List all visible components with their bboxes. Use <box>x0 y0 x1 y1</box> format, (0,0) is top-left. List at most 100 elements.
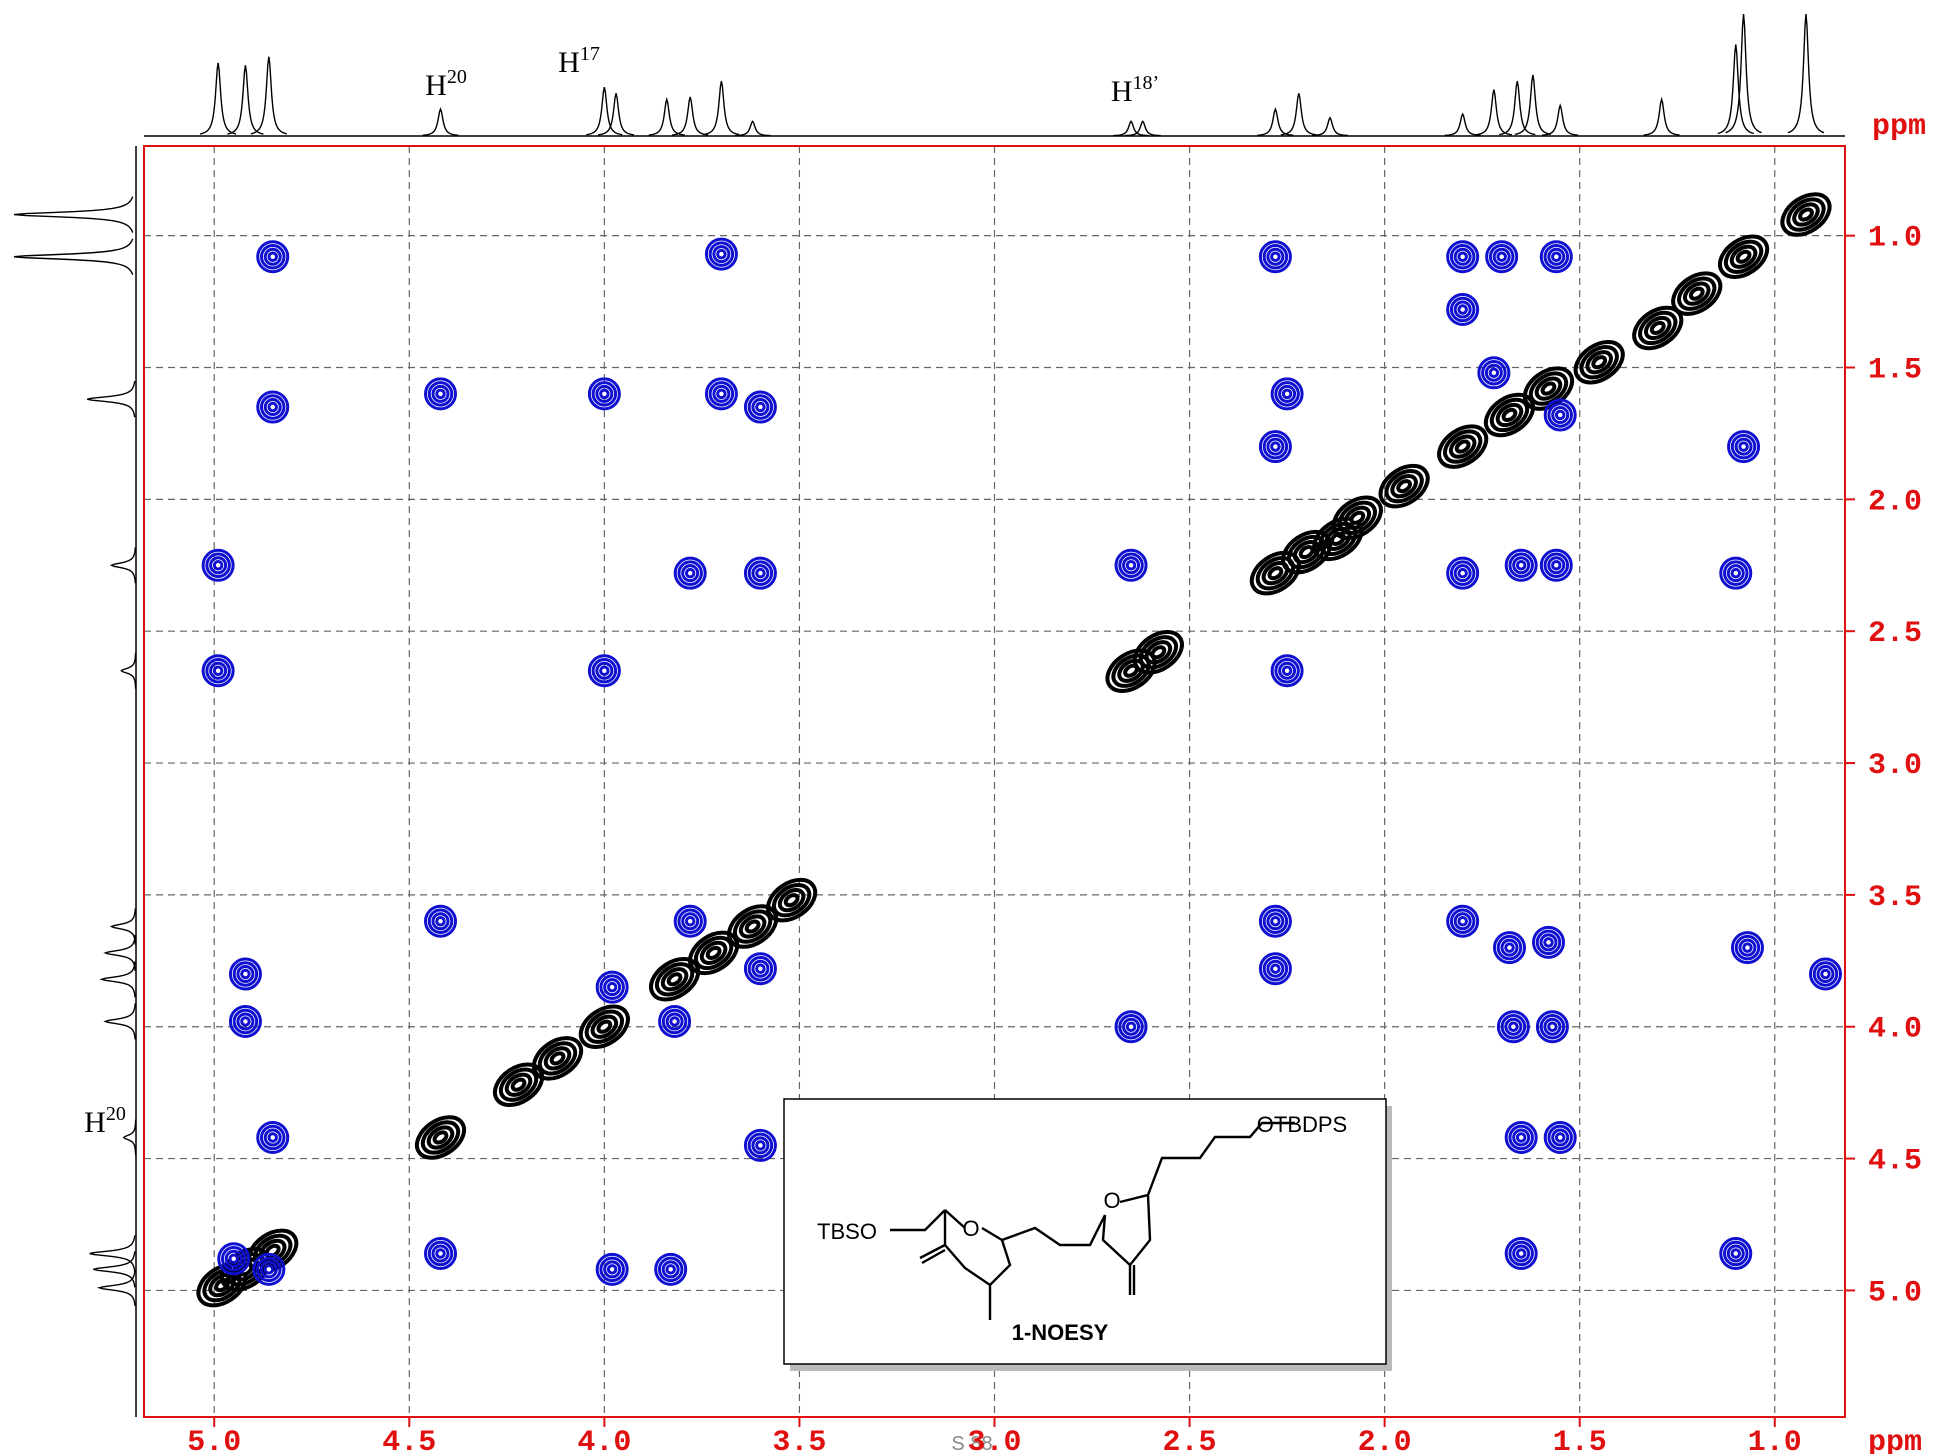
projection-peak <box>199 62 237 135</box>
contour-ring <box>1122 1017 1141 1036</box>
contour-ring <box>1508 1240 1534 1267</box>
contour-peak <box>1378 463 1430 509</box>
contour-ring <box>660 967 689 992</box>
contour-ring <box>1349 510 1366 525</box>
contour-ring <box>543 1046 572 1071</box>
contour-ring <box>1132 630 1184 675</box>
projection-peak <box>1113 120 1150 137</box>
contour-peak <box>1258 430 1292 464</box>
contour-ring <box>431 1244 450 1263</box>
contour-peak <box>252 1252 286 1286</box>
contour-peak <box>1492 931 1526 965</box>
contour-ring <box>267 401 278 413</box>
peak-annotation: H20 <box>84 1103 126 1139</box>
contour-peak <box>673 904 707 938</box>
contour-peak <box>1780 192 1832 237</box>
contour-ring <box>684 916 696 927</box>
contour-peak <box>587 654 621 688</box>
y-tick-label: 5.0 <box>1868 1276 1922 1310</box>
atom-label: O <box>962 1216 979 1241</box>
contour-ring <box>209 556 228 575</box>
contour-ring <box>1446 556 1480 590</box>
contour-ring <box>744 919 761 934</box>
contour-ring <box>1481 360 1507 386</box>
contour-ring <box>1738 441 1749 452</box>
contour-ring <box>1504 548 1538 582</box>
contour-ring <box>1262 955 1289 982</box>
contour-peak <box>1535 1010 1569 1044</box>
contour-ring <box>432 1130 449 1145</box>
contour-peak <box>1132 630 1184 675</box>
contour-ring <box>1118 1013 1144 1040</box>
contour-ring <box>747 955 774 982</box>
contour-peak <box>201 654 235 688</box>
contour-ring <box>743 1128 777 1162</box>
contour-peak <box>1504 548 1538 582</box>
contour-ring <box>1488 367 1500 379</box>
contour-ring <box>669 1016 680 1027</box>
inset-caption: 1-NOESY <box>1012 1320 1109 1345</box>
contour-ring <box>424 377 458 411</box>
contour-ring <box>1496 251 1507 263</box>
y-tick-label: 4.0 <box>1868 1013 1922 1047</box>
contour-ring <box>263 247 282 266</box>
contour-ring <box>1591 355 1608 370</box>
contour-ring <box>1547 402 1573 428</box>
annotation-text: H <box>1111 75 1133 108</box>
contour-ring <box>1453 247 1472 266</box>
contour-ring <box>1457 916 1468 927</box>
contour-ring <box>259 244 286 270</box>
contour-ring <box>1543 398 1577 432</box>
annotation-sup: 20 <box>447 66 467 88</box>
contour-ring <box>755 401 766 413</box>
contour-ring <box>743 390 777 424</box>
contour-ring <box>755 963 766 974</box>
contour-ring <box>1500 1013 1527 1040</box>
contour-ring <box>595 970 629 1004</box>
contour-ring <box>549 1051 566 1066</box>
projection-peak <box>1725 13 1762 134</box>
contour-ring <box>205 657 231 684</box>
contour-ring <box>1512 1128 1531 1147</box>
inset-box <box>783 1098 1387 1365</box>
contour-ring <box>1378 463 1430 509</box>
contour-peak <box>1543 1120 1577 1154</box>
contour-ring <box>665 1012 684 1031</box>
projection-peak <box>1643 96 1680 136</box>
contour-ring <box>1298 545 1315 560</box>
contour-ring <box>1449 908 1476 935</box>
contour-ring <box>1337 500 1377 535</box>
contour-peak <box>256 240 290 274</box>
contour-ring <box>1454 439 1471 454</box>
projection-peak <box>1542 103 1579 136</box>
contour-ring <box>212 665 224 676</box>
contour-ring <box>1718 234 1770 279</box>
contour-ring <box>1649 320 1666 336</box>
y-tick-label: 4.5 <box>1868 1145 1922 1179</box>
contour-ring <box>212 560 224 571</box>
contour-ring <box>1122 556 1141 575</box>
contour-ring <box>228 1004 262 1038</box>
projection-peak <box>1717 44 1754 135</box>
contour-ring <box>766 877 818 923</box>
contour-peak <box>1446 240 1480 274</box>
contour-ring <box>599 1256 625 1283</box>
contour-ring <box>1496 1010 1530 1044</box>
contour-ring <box>1477 356 1511 390</box>
x-tick-label: 3.0 <box>967 1426 1021 1454</box>
contour-ring <box>414 1115 467 1160</box>
contour-ring <box>677 560 703 586</box>
contour-ring <box>1150 645 1167 660</box>
contour-ring <box>712 384 731 403</box>
contour-ring <box>232 961 259 987</box>
projection-peak <box>89 1235 136 1272</box>
contour-peak <box>1730 931 1764 965</box>
y-axis-label: ppm <box>1872 110 1926 144</box>
contour-ring <box>751 959 770 978</box>
contour-ring <box>1734 934 1761 961</box>
contour-ring <box>1726 1244 1745 1263</box>
x-tick-label: 2.0 <box>1358 1426 1412 1454</box>
y-tick-label: 2.0 <box>1868 485 1922 519</box>
contour-ring <box>1453 564 1472 583</box>
